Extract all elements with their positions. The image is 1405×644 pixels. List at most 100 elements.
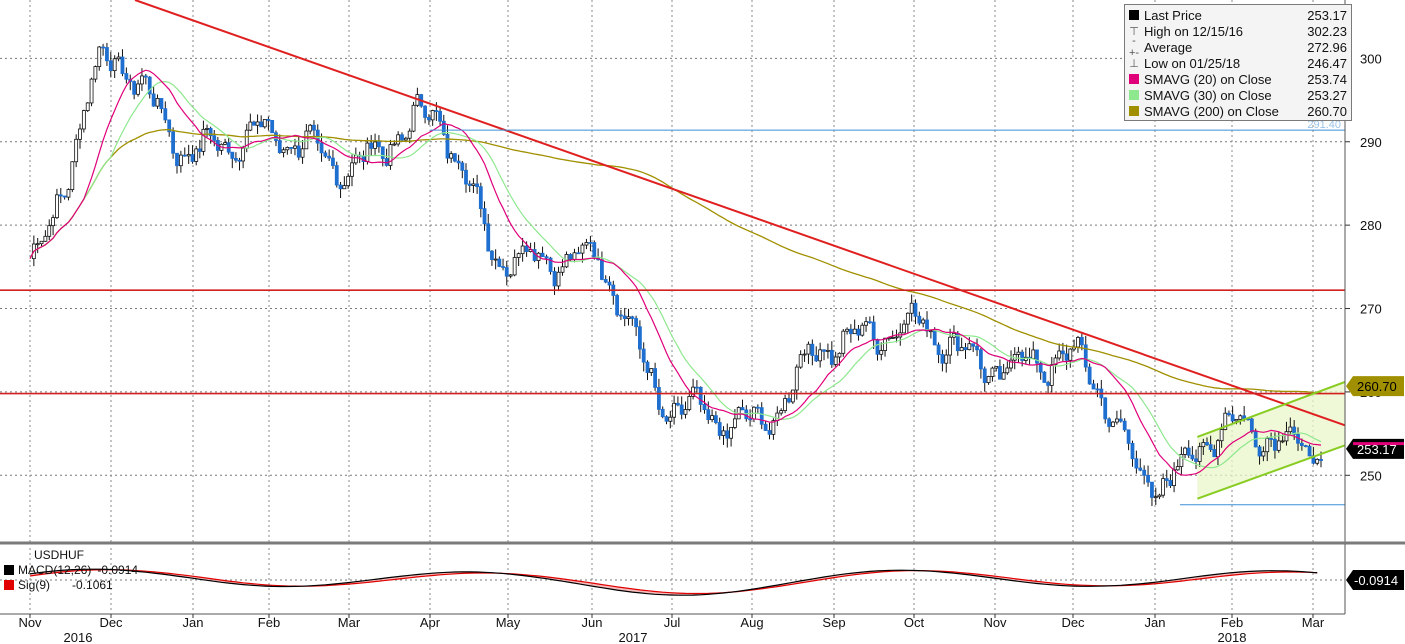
candle-body [1091,383,1096,390]
macd-legend: USDHUF MACD(12,26) -0.0914 Sig(9) -0.106… [4,548,154,592]
candle-body [584,242,589,246]
candle-body [62,195,67,198]
candle-body [338,184,343,190]
candle-body [248,121,253,131]
candle-body [456,160,461,164]
candle-body [841,330,846,354]
candle-body [1122,420,1127,431]
candle [645,360,650,381]
candle [1307,444,1312,457]
candle-body [706,409,711,421]
macd-swatch [4,564,14,575]
candle-body [967,343,972,351]
candle [163,101,168,124]
candle [62,195,67,200]
candle-body [143,75,148,78]
candle [841,328,846,357]
candle-body [1038,362,1043,373]
candle-body [894,336,899,339]
candle [1179,446,1184,475]
candle-body [552,271,557,287]
candle [767,422,772,440]
candle [464,163,468,193]
candle [120,49,125,77]
candle [384,148,389,167]
candle [1205,437,1209,446]
candle-body [223,142,227,145]
channel-upper-line [1197,380,1346,438]
candle [752,406,756,423]
candle [259,115,264,128]
candle [713,411,718,425]
candle [1269,432,1273,447]
candle [143,73,148,85]
candle-body [767,430,772,435]
candle-body [672,402,677,418]
candle-body [1064,353,1069,361]
candle [814,346,819,363]
candle-body [944,354,949,364]
candle-body [1292,426,1297,435]
candle-body [1208,444,1213,450]
candle-body [475,183,480,188]
candle [255,114,260,134]
candle [281,147,286,158]
candle-body [101,46,105,49]
candle-body [580,244,585,254]
candle-body [607,281,612,286]
candle-body [230,151,235,159]
candle-body [702,404,707,411]
candle-body [464,169,468,185]
candle-body [948,336,953,356]
candle [323,150,328,158]
legend-value: 302.23 [1307,23,1347,39]
candle [415,87,420,108]
candle-body [304,130,309,150]
legend-value: 272.96 [1307,39,1347,55]
candle-body [626,316,631,319]
candle-body [668,416,673,422]
candle-body [779,410,784,414]
candle [672,395,677,425]
candle-body [675,402,680,406]
candle-body [281,149,286,153]
candle [619,309,623,321]
candle-body [1265,438,1270,453]
candle-body [434,110,439,112]
candle [721,426,726,445]
candle-body [350,162,354,177]
candle-body [806,343,811,355]
x-tick-label: Apr [420,615,441,630]
candle-body [43,235,48,242]
candle [296,136,301,161]
candle [471,178,476,193]
candle-body [445,134,450,159]
x-year-label: 2018 [1218,630,1247,644]
candle-body [721,430,726,436]
candle [520,237,525,262]
candle-body [783,398,787,411]
candle [657,378,661,416]
candle [338,181,343,198]
legend-label: Average [1144,39,1193,55]
candle [1023,347,1028,365]
high-marker-icon: ⊤ [1129,25,1139,38]
candle [205,124,209,138]
candle-body [331,157,335,166]
candle-body [572,252,577,260]
candle [1103,397,1108,424]
candle-body [1164,478,1169,481]
candle [262,119,267,129]
candle-body [848,328,853,335]
candle [1091,379,1096,390]
candle-body [615,295,620,316]
x-tick-label: Sep [822,615,845,630]
candle [449,151,454,163]
candle-body [998,366,1002,380]
candle-body [97,46,102,68]
candle-body [403,137,408,141]
candle [171,127,175,159]
candle [1168,474,1173,488]
candle-body [1205,442,1209,446]
candle [438,107,442,127]
